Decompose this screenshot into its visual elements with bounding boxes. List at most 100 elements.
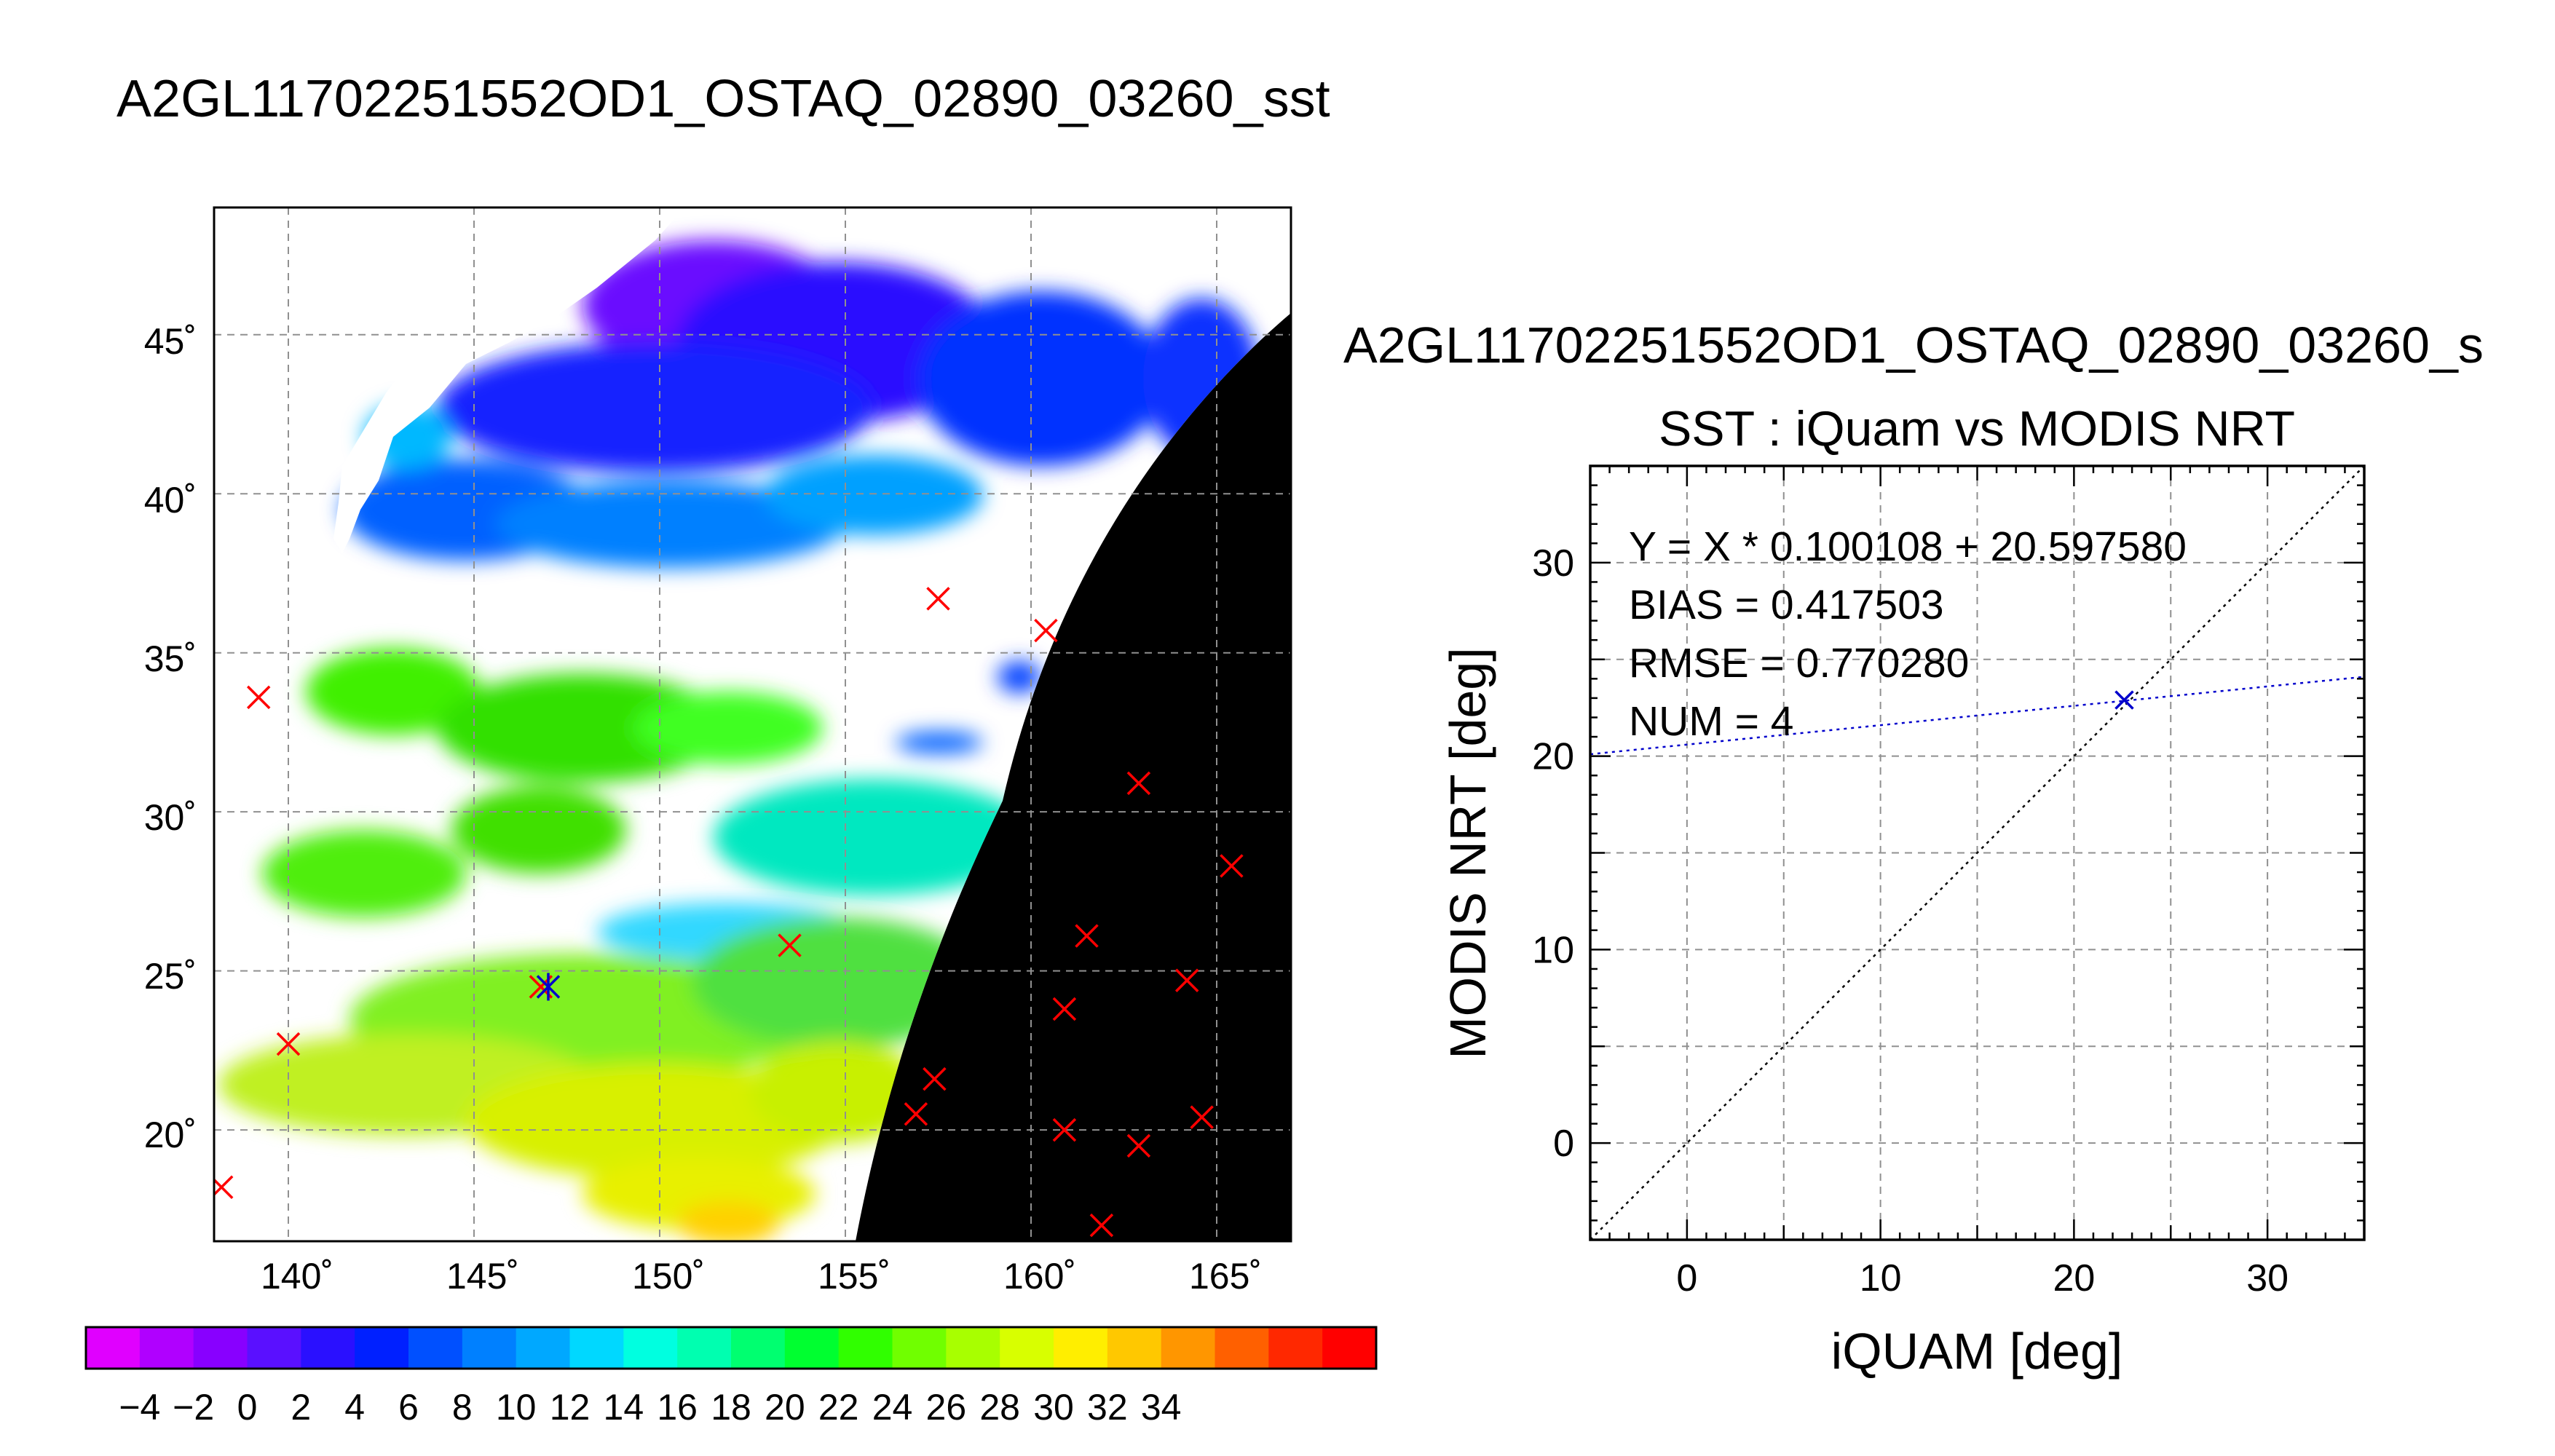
colorbar-tick-label: 4	[344, 1387, 365, 1428]
scatter-heading: A2GL11702251552OD1_OSTAQ_02890_03260_s	[1343, 317, 2484, 373]
colorbar-cell	[516, 1327, 571, 1369]
lon-tick-label: 140˚	[261, 1256, 333, 1297]
scatter-y-axis-label: MODIS NRT [deg]	[1440, 647, 1496, 1059]
colorbar-tick-label: 28	[979, 1387, 1020, 1428]
colorbar-cell	[301, 1327, 355, 1369]
buoy-marker	[1126, 1133, 1151, 1158]
colorbar-tick-label: 10	[496, 1387, 537, 1428]
lat-tick-label: 40˚	[144, 480, 197, 521]
colorbar-cell	[838, 1327, 893, 1369]
x-tick-label: 0	[1676, 1257, 1697, 1299]
regression-equation: Y = X * 0.100108 + 20.597580	[1629, 523, 2187, 570]
colorbar-tick-label: 6	[398, 1387, 419, 1428]
colorbar-tick-label: 14	[604, 1387, 644, 1428]
scatter-frame	[1589, 464, 2366, 1241]
colorbar-cell	[623, 1327, 678, 1369]
colorbar-cell	[139, 1327, 194, 1369]
buoy-marker	[246, 685, 271, 710]
y-tick-label: 30	[1532, 542, 1574, 585]
colorbar-tick-label: 24	[872, 1387, 913, 1428]
colorbar-cell	[1161, 1327, 1216, 1369]
colorbar-cells	[86, 1327, 1377, 1369]
colorbar-cell	[355, 1327, 409, 1369]
lat-tick-label: 35˚	[144, 638, 197, 679]
buoy-marker	[1052, 997, 1077, 1021]
lon-tick-label: 160˚	[1003, 1256, 1076, 1297]
colorbar-tick-label: 32	[1087, 1387, 1128, 1428]
buoy-marker	[1089, 1213, 1114, 1238]
colorbar-cell	[892, 1327, 947, 1369]
land-mass	[333, 207, 684, 553]
colorbar: −4 −2 0 2 4 6 8 10 12 14 16 18 20 22 24 26 28 30 32 34	[84, 1326, 1378, 1428]
colorbar-tick-label: 30	[1033, 1387, 1074, 1428]
bias-value: BIAS = 0.417503	[1629, 582, 1944, 628]
map-lon-labels: 140˚ 145˚ 150˚ 155˚ 160˚ 165˚	[261, 1256, 1262, 1297]
sst-map: 140˚ 145˚ 150˚ 155˚ 160˚ 165˚ 45˚ 40˚ 35…	[144, 206, 1292, 1297]
scatter-y-tick-labels: 0 10 20 30	[1532, 542, 1574, 1165]
scatter-point	[2114, 690, 2134, 710]
colorbar-tick-label: 2	[291, 1387, 311, 1428]
colorbar-tick-label: 22	[818, 1387, 859, 1428]
colorbar-cell	[247, 1327, 301, 1369]
rmse-value: RMSE = 0.770280	[1629, 640, 1969, 687]
y-tick-label: 10	[1532, 929, 1574, 971]
lat-tick-label: 45˚	[144, 321, 197, 362]
colorbar-tick-label: 8	[452, 1387, 473, 1428]
map-graticule	[214, 207, 1291, 1241]
colorbar-tick-label: 18	[711, 1387, 751, 1428]
lat-tick-label: 25˚	[144, 956, 197, 997]
colorbar-cell	[731, 1327, 786, 1369]
colorbar-tick-label: 20	[765, 1387, 805, 1428]
colorbar-cell	[193, 1327, 248, 1369]
lat-tick-label: 20˚	[144, 1115, 197, 1155]
stats-annotation: Y = X * 0.100108 + 20.597580 BIAS = 0.41…	[1629, 523, 2187, 745]
buoy-marker	[926, 587, 950, 611]
scatter-x-tick-labels: 0 10 20 30	[1676, 1257, 2289, 1299]
colorbar-labels: −4 −2 0 2 4 6 8 10 12 14 16 18 20 22 24 26 28 30 32 34	[119, 1387, 1181, 1428]
scatter-points	[2114, 690, 2134, 710]
one-to-one-line	[1590, 466, 2364, 1240]
colorbar-tick-label: 0	[237, 1387, 258, 1428]
scatter-panel: A2GL11702251552OD1_OSTAQ_02890_03260_s S…	[1343, 317, 2484, 1380]
buoy-marker	[1034, 618, 1058, 643]
colorbar-tick-label: 26	[926, 1387, 967, 1428]
lon-tick-label: 150˚	[632, 1256, 705, 1297]
matchup-marker	[536, 973, 561, 1001]
scatter-x-axis-label: iQUAM [deg]	[1831, 1323, 2123, 1380]
colorbar-cell	[86, 1327, 141, 1369]
buoy-marker	[1174, 968, 1199, 992]
x-tick-label: 20	[2053, 1257, 2095, 1299]
colorbar-cell	[1107, 1327, 1162, 1369]
colorbar-cell	[784, 1327, 840, 1369]
map-frame	[213, 206, 1292, 1243]
map-lat-labels: 45˚ 40˚ 35˚ 30˚ 25˚ 20˚	[144, 321, 197, 1155]
colorbar-tick-label: 34	[1141, 1387, 1182, 1428]
lon-tick-label: 165˚	[1189, 1256, 1262, 1297]
lon-tick-label: 145˚	[446, 1256, 519, 1297]
x-tick-label: 10	[1860, 1257, 1902, 1299]
num-value: NUM = 4	[1629, 698, 1793, 745]
colorbar-cell	[1054, 1327, 1108, 1369]
colorbar-cell	[1322, 1327, 1377, 1369]
y-tick-label: 20	[1532, 736, 1574, 778]
scatter-gridlines	[1590, 466, 2364, 1240]
buoy-marker	[778, 933, 802, 957]
main-title: A2GL11702251552OD1_OSTAQ_02890_03260_sst	[117, 70, 1330, 128]
colorbar-tick-label: −2	[173, 1387, 214, 1428]
colorbar-tick-label: −4	[119, 1387, 160, 1428]
regression-line	[1590, 676, 2364, 756]
island-hokkaido	[393, 207, 437, 255]
buoy-marker	[276, 1032, 301, 1056]
buoy-marker	[1190, 1105, 1214, 1129]
x-tick-label: 30	[2246, 1257, 2289, 1299]
colorbar-cell	[1000, 1327, 1054, 1369]
buoy-marker	[1126, 771, 1151, 796]
colorbar-cell	[677, 1327, 732, 1369]
scatter-title: SST : iQuam vs MODIS NRT	[1659, 401, 2295, 456]
colorbar-cell	[569, 1327, 624, 1369]
lat-tick-label: 30˚	[144, 797, 197, 838]
buoy-marker	[904, 1101, 928, 1126]
colorbar-frame	[84, 1326, 1378, 1370]
colorbar-tick-label: 16	[657, 1387, 698, 1428]
